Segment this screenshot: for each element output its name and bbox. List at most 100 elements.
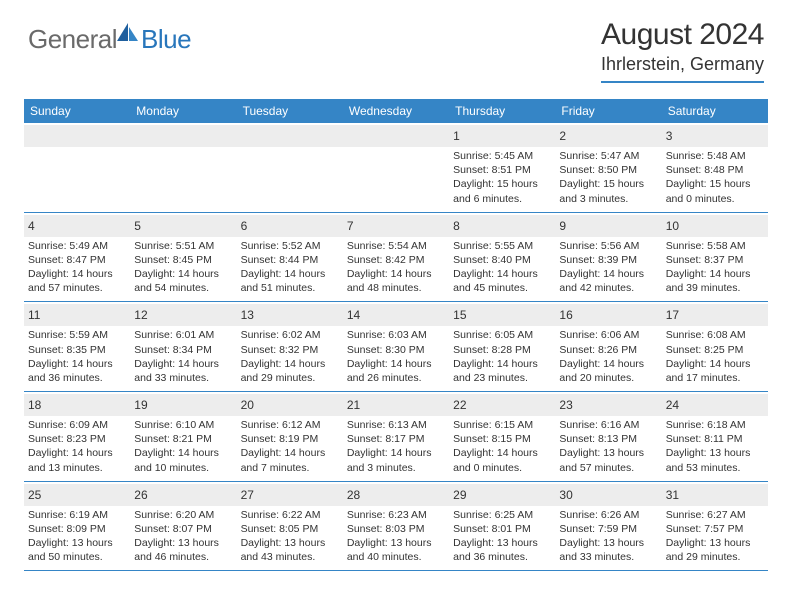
day-info: Sunrise: 5:49 AMSunset: 8:47 PMDaylight:… bbox=[28, 239, 126, 296]
day-info: Sunrise: 6:01 AMSunset: 8:34 PMDaylight:… bbox=[134, 328, 232, 385]
location: Ihrlerstein, Germany bbox=[601, 54, 764, 83]
day-number: 14 bbox=[347, 308, 360, 322]
title-block: August 2024 Ihrlerstein, Germany bbox=[601, 18, 764, 83]
day-info: Sunrise: 6:08 AMSunset: 8:25 PMDaylight:… bbox=[666, 328, 764, 385]
day-info: Sunrise: 5:55 AMSunset: 8:40 PMDaylight:… bbox=[453, 239, 551, 296]
day-number-row: 28 bbox=[343, 484, 449, 506]
day-cell: 17 Sunrise: 6:08 AMSunset: 8:25 PMDayligh… bbox=[662, 302, 768, 391]
weekday-header: Wednesday bbox=[343, 99, 449, 123]
day-number: 3 bbox=[666, 129, 673, 143]
day-number-row: 7 bbox=[343, 215, 449, 237]
day-cell: 29 Sunrise: 6:25 AMSunset: 8:01 PMDayligh… bbox=[449, 482, 555, 571]
day-number-row: 20 bbox=[237, 394, 343, 416]
week-row: 11Sunrise: 5:59 AMSunset: 8:35 PMDayligh… bbox=[24, 302, 768, 392]
day-number-row: 16 bbox=[555, 304, 661, 326]
day-number: 24 bbox=[666, 398, 679, 412]
day-cell: 1Sunrise: 5:45 AMSunset: 8:51 PMDaylight… bbox=[449, 123, 555, 212]
day-number-row: 1 bbox=[449, 125, 555, 147]
week-row: 4 Sunrise: 5:49 AMSunset: 8:47 PMDaylight… bbox=[24, 213, 768, 303]
day-number-row-empty bbox=[237, 125, 343, 147]
day-number-row: 26 bbox=[130, 484, 236, 506]
day-number-row: 22 bbox=[449, 394, 555, 416]
day-number-row: 4 bbox=[24, 215, 130, 237]
day-number: 12 bbox=[134, 308, 147, 322]
day-number-row: 12 bbox=[130, 304, 236, 326]
day-info: Sunrise: 6:12 AMSunset: 8:19 PMDaylight:… bbox=[241, 418, 339, 475]
day-number-row: 13 bbox=[237, 304, 343, 326]
logo-text-blue: Blue bbox=[141, 24, 191, 55]
day-cell: 22 Sunrise: 6:15 AMSunset: 8:15 PMDayligh… bbox=[449, 392, 555, 481]
day-info: Sunrise: 6:03 AMSunset: 8:30 PMDaylight:… bbox=[347, 328, 445, 385]
day-info: Sunrise: 6:15 AMSunset: 8:15 PMDaylight:… bbox=[453, 418, 551, 475]
week-row: 1Sunrise: 5:45 AMSunset: 8:51 PMDaylight… bbox=[24, 123, 768, 213]
day-cell bbox=[343, 123, 449, 212]
day-number: 21 bbox=[347, 398, 360, 412]
day-number: 13 bbox=[241, 308, 254, 322]
day-cell: 7Sunrise: 5:54 AMSunset: 8:42 PMDaylight… bbox=[343, 213, 449, 302]
day-number: 9 bbox=[559, 219, 566, 233]
day-cell: 26Sunrise: 6:20 AMSunset: 8:07 PMDayligh… bbox=[130, 482, 236, 571]
day-cell: 12 Sunrise: 6:01 AMSunset: 8:34 PMDayligh… bbox=[130, 302, 236, 391]
logo: General Blue bbox=[28, 24, 191, 55]
day-number: 11 bbox=[28, 308, 40, 322]
day-number-row: 10 bbox=[662, 215, 768, 237]
day-number-row-empty bbox=[24, 125, 130, 147]
day-cell: 23 Sunrise: 6:16 AMSunset: 8:13 PMDayligh… bbox=[555, 392, 661, 481]
weekday-header-row: SundayMondayTuesdayWednesdayThursdayFrid… bbox=[24, 99, 768, 123]
day-number: 28 bbox=[347, 488, 360, 502]
day-cell: 2Sunrise: 5:47 AMSunset: 8:50 PMDaylight… bbox=[555, 123, 661, 212]
day-number-row-empty bbox=[343, 125, 449, 147]
day-number-row: 19 bbox=[130, 394, 236, 416]
day-number-row: 17 bbox=[662, 304, 768, 326]
weekday-header: Monday bbox=[130, 99, 236, 123]
day-number: 20 bbox=[241, 398, 254, 412]
day-info: Sunrise: 6:02 AMSunset: 8:32 PMDaylight:… bbox=[241, 328, 339, 385]
day-number-row: 3 bbox=[662, 125, 768, 147]
day-cell: 5Sunrise: 5:51 AMSunset: 8:45 PMDaylight… bbox=[130, 213, 236, 302]
day-number-row: 9 bbox=[555, 215, 661, 237]
day-number: 27 bbox=[241, 488, 254, 502]
day-number: 22 bbox=[453, 398, 466, 412]
day-number-row: 8 bbox=[449, 215, 555, 237]
day-number-row: 30 bbox=[555, 484, 661, 506]
weekday-header: Thursday bbox=[449, 99, 555, 123]
day-cell: 31Sunrise: 6:27 AMSunset: 7:57 PMDayligh… bbox=[662, 482, 768, 571]
weekday-header: Sunday bbox=[24, 99, 130, 123]
day-info: Sunrise: 5:48 AMSunset: 8:48 PMDaylight:… bbox=[666, 149, 764, 206]
day-info: Sunrise: 6:27 AMSunset: 7:57 PMDaylight:… bbox=[666, 508, 764, 565]
day-cell bbox=[24, 123, 130, 212]
day-number: 17 bbox=[666, 308, 679, 322]
day-cell: 24Sunrise: 6:18 AMSunset: 8:11 PMDayligh… bbox=[662, 392, 768, 481]
weekday-header: Tuesday bbox=[237, 99, 343, 123]
day-cell: 8 Sunrise: 5:55 AMSunset: 8:40 PMDaylight… bbox=[449, 213, 555, 302]
day-number-row: 2 bbox=[555, 125, 661, 147]
day-number-row: 24 bbox=[662, 394, 768, 416]
day-info: Sunrise: 6:16 AMSunset: 8:13 PMDaylight:… bbox=[559, 418, 657, 475]
day-cell: 14 Sunrise: 6:03 AMSunset: 8:30 PMDayligh… bbox=[343, 302, 449, 391]
day-number-row: 11 bbox=[24, 304, 130, 326]
day-cell: 11Sunrise: 5:59 AMSunset: 8:35 PMDayligh… bbox=[24, 302, 130, 391]
day-number: 4 bbox=[28, 219, 35, 233]
day-cell: 6Sunrise: 5:52 AMSunset: 8:44 PMDaylight… bbox=[237, 213, 343, 302]
day-cell: 20 Sunrise: 6:12 AMSunset: 8:19 PMDayligh… bbox=[237, 392, 343, 481]
day-cell: 16Sunrise: 6:06 AMSunset: 8:26 PMDayligh… bbox=[555, 302, 661, 391]
header: General Blue August 2024 Ihrlerstein, Ge… bbox=[0, 0, 792, 91]
day-number: 6 bbox=[241, 219, 248, 233]
day-number: 8 bbox=[453, 219, 460, 233]
day-number: 29 bbox=[453, 488, 466, 502]
week-row: 18Sunrise: 6:09 AMSunset: 8:23 PMDayligh… bbox=[24, 392, 768, 482]
day-info: Sunrise: 5:58 AMSunset: 8:37 PMDaylight:… bbox=[666, 239, 764, 296]
day-cell: 21Sunrise: 6:13 AMSunset: 8:17 PMDayligh… bbox=[343, 392, 449, 481]
day-info: Sunrise: 5:45 AMSunset: 8:51 PMDaylight:… bbox=[453, 149, 551, 206]
calendar: SundayMondayTuesdayWednesdayThursdayFrid… bbox=[24, 99, 768, 571]
day-number-row: 29 bbox=[449, 484, 555, 506]
day-number: 15 bbox=[453, 308, 466, 322]
day-info: Sunrise: 6:25 AMSunset: 8:01 PMDaylight:… bbox=[453, 508, 551, 565]
day-cell: 25Sunrise: 6:19 AMSunset: 8:09 PMDayligh… bbox=[24, 482, 130, 571]
day-number-row: 23 bbox=[555, 394, 661, 416]
day-number: 18 bbox=[28, 398, 41, 412]
day-number: 23 bbox=[559, 398, 572, 412]
day-info: Sunrise: 5:51 AMSunset: 8:45 PMDaylight:… bbox=[134, 239, 232, 296]
day-number-row: 18 bbox=[24, 394, 130, 416]
day-info: Sunrise: 6:19 AMSunset: 8:09 PMDaylight:… bbox=[28, 508, 126, 565]
